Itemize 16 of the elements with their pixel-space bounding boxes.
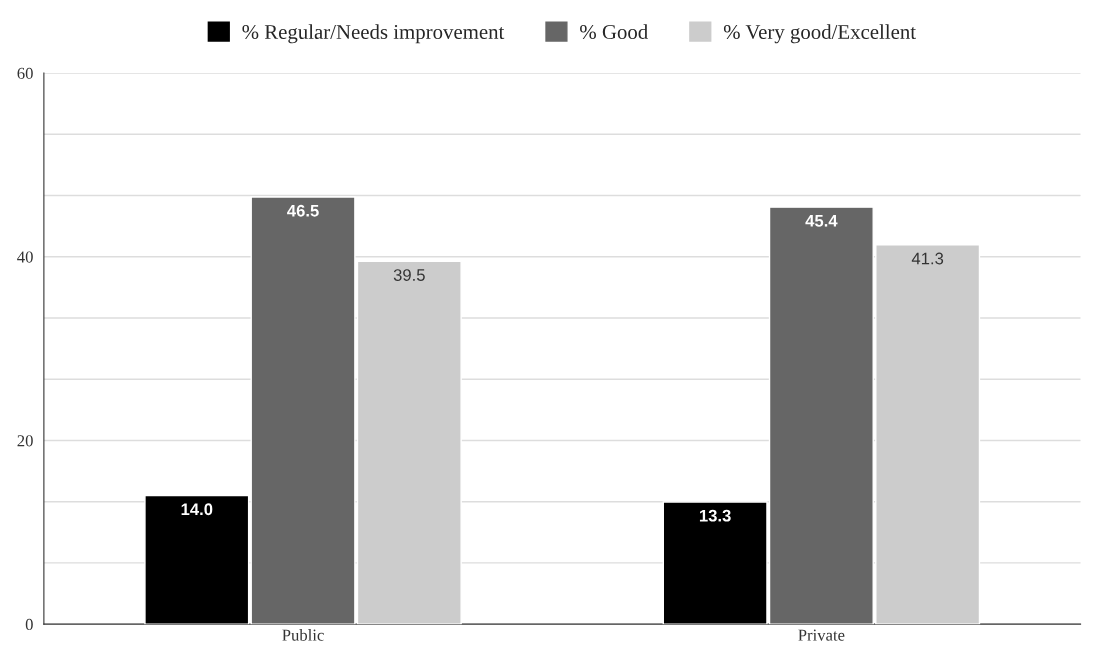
bar <box>144 494 250 625</box>
y-tick-label: 40 <box>17 251 33 263</box>
data-label: 13.3 <box>699 509 731 522</box>
data-label: 41.3 <box>911 252 944 265</box>
legend-label: % Regular/Needs improvement <box>242 24 505 44</box>
y-tick-label: 60 <box>17 67 33 79</box>
y-tick-label: 0 <box>25 618 33 631</box>
y-tick-label: 20 <box>17 435 33 447</box>
data-label: 46.5 <box>287 204 319 217</box>
x-tick-label: Public <box>282 629 324 641</box>
data-label: 14.0 <box>181 503 213 516</box>
x-tick-label: Private <box>798 629 845 641</box>
legend-label: % Good <box>580 24 648 40</box>
data-label: 39.5 <box>393 269 425 281</box>
data-label: 45.4 <box>805 215 838 227</box>
legend-label: % Very good/Excellent <box>723 24 916 44</box>
